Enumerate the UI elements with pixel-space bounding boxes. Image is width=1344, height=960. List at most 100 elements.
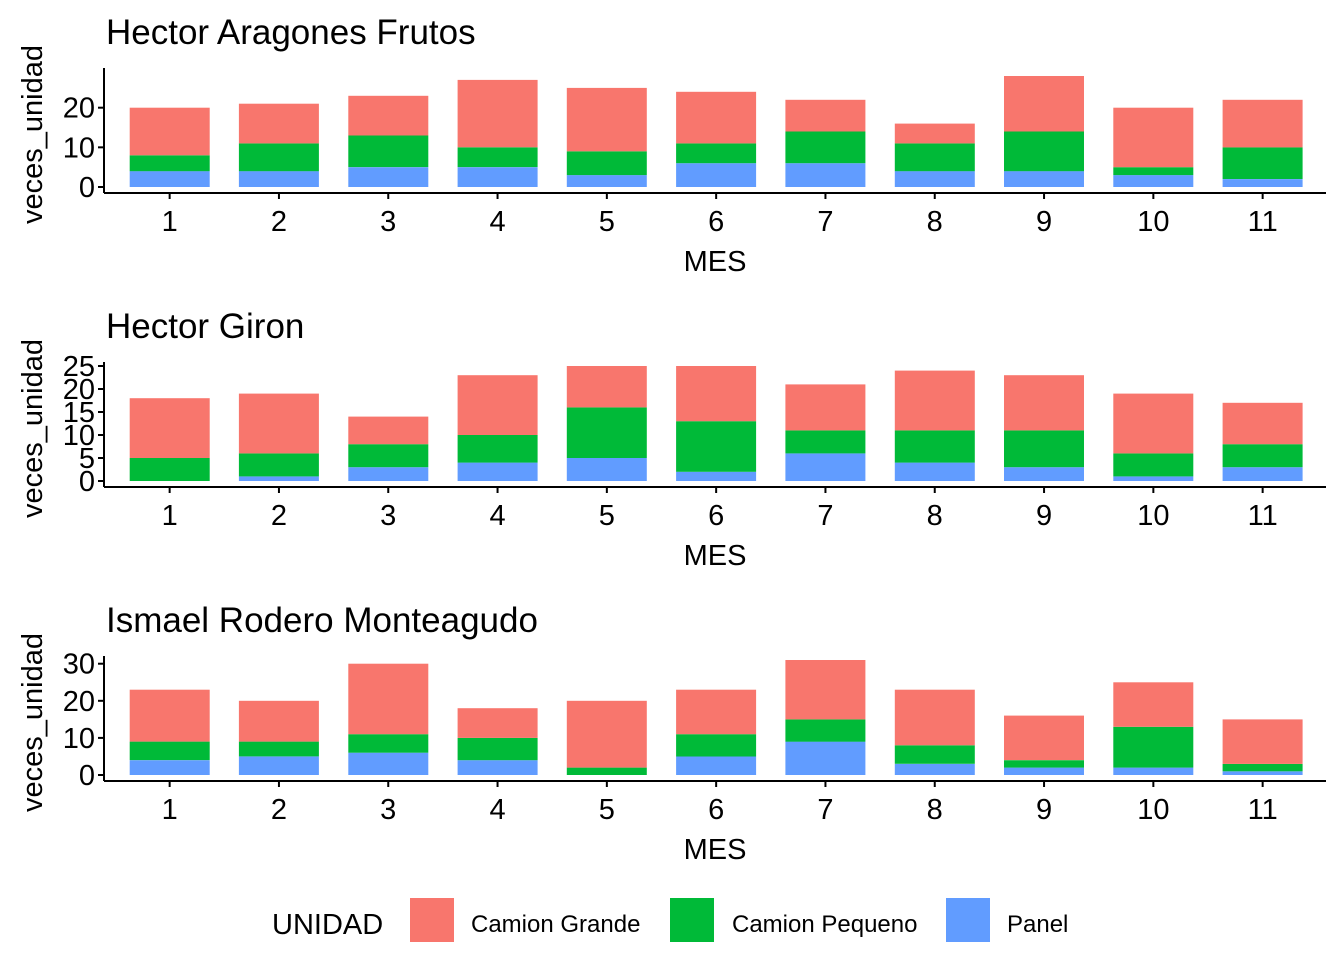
- bar-camion-grande-mes-5: [566, 700, 647, 768]
- bar-camion-pequeno-mes-1: [129, 458, 210, 481]
- bar-camion-pequeno-mes-4: [457, 435, 538, 463]
- bar-camion-pequeno-mes-8: [894, 430, 975, 463]
- bar-panel-mes-4: [457, 760, 538, 775]
- y-tick-label: 0: [79, 466, 95, 498]
- bar-panel-mes-4: [457, 462, 538, 481]
- x-tick-label: 3: [380, 794, 396, 826]
- x-tick-label: 2: [271, 500, 287, 532]
- bar-camion-grande-mes-2: [238, 393, 319, 454]
- y-tick-label: 25: [63, 351, 95, 383]
- panel-ismael-rodero-monteagudo: Ismael Rodero Monteagudo 0 10 20 30 1 2 3 4 5 6 7 8 9…: [17, 601, 1326, 866]
- y-tick-label: 30: [63, 649, 95, 681]
- bar-camion-pequeno-mes-2: [238, 143, 319, 172]
- x-tick-label: 8: [927, 500, 943, 532]
- bar-panel-mes-8: [894, 462, 975, 481]
- x-tick-label: 2: [271, 794, 287, 826]
- bar-camion-grande-mes-11: [1222, 99, 1303, 148]
- legend-label-camion-grande: Camion Grande: [471, 911, 640, 938]
- bar-camion-grande-mes-7: [785, 99, 866, 132]
- x-tick-label: 4: [489, 794, 505, 826]
- bar-panel-mes-9: [1004, 467, 1084, 481]
- bar-camion-pequeno-mes-10: [1113, 726, 1194, 768]
- bar-panel-mes-7: [785, 163, 866, 187]
- legend-label-camion-pequeno: Camion Pequeno: [732, 911, 917, 938]
- bar-camion-pequeno-mes-7: [785, 131, 866, 164]
- bar-camion-grande-mes-4: [457, 375, 538, 435]
- x-tick-label: 8: [927, 206, 943, 238]
- bar-camion-grande-mes-10: [1113, 107, 1194, 168]
- bar-camion-grande-mes-3: [348, 95, 429, 136]
- bar-camion-grande-mes-9: [1004, 715, 1084, 761]
- y-tick-label: 20: [63, 374, 95, 406]
- x-tick-label: 6: [708, 500, 724, 532]
- legend-swatch-camion-pequeno: [670, 898, 714, 942]
- x-tick-label: 11: [1248, 206, 1278, 238]
- panel-title: Hector Aragones Frutos: [106, 13, 476, 52]
- x-tick-label: 1: [162, 500, 178, 532]
- bar-camion-grande-mes-8: [894, 689, 975, 746]
- bar-camion-pequeno-mes-5: [566, 407, 647, 458]
- bar-camion-pequeno-mes-9: [1004, 430, 1084, 468]
- bar-camion-grande-mes-9: [1004, 76, 1084, 132]
- bar-camion-pequeno-mes-6: [676, 734, 757, 757]
- bar-camion-grande-mes-8: [894, 370, 975, 431]
- bar-camion-pequeno-mes-7: [785, 719, 866, 742]
- bar-panel-mes-10: [1113, 767, 1194, 775]
- bar-panel-mes-4: [457, 167, 538, 187]
- x-tick-label: 1: [162, 794, 178, 826]
- y-tick-label: 0: [79, 172, 95, 204]
- bar-camion-pequeno-mes-11: [1222, 147, 1303, 179]
- bar-panel-mes-10: [1113, 476, 1194, 481]
- y-axis-title: veces_unidad: [17, 339, 49, 518]
- bar-camion-pequeno-mes-3: [348, 135, 429, 168]
- bar-camion-grande-mes-3: [348, 663, 429, 735]
- x-tick-label: 10: [1137, 794, 1169, 826]
- bar-panel-mes-6: [676, 756, 757, 775]
- bar-camion-pequeno-mes-2: [238, 453, 319, 477]
- bar-camion-pequeno-mes-5: [566, 151, 647, 176]
- x-tick-label: 2: [271, 206, 287, 238]
- x-axis-title: MES: [684, 834, 747, 866]
- bar-camion-grande-mes-6: [676, 689, 757, 735]
- bar-camion-grande-mes-2: [238, 103, 319, 144]
- bar-camion-grande-mes-6: [676, 366, 757, 422]
- legend-label-panel: Panel: [1007, 911, 1068, 938]
- bar-panel-mes-2: [238, 756, 319, 775]
- x-tick-label: 9: [1036, 794, 1052, 826]
- legend-swatch-panel: [946, 898, 990, 942]
- bar-camion-grande-mes-4: [457, 708, 538, 738]
- bar-panel-mes-8: [894, 763, 975, 775]
- y-tick-label: 20: [63, 93, 95, 125]
- bar-camion-grande-mes-5: [566, 366, 647, 408]
- bar-camion-grande-mes-1: [129, 107, 210, 156]
- bar-camion-grande-mes-5: [566, 87, 647, 152]
- bar-panel-mes-9: [1004, 171, 1084, 187]
- x-tick-label: 3: [380, 206, 396, 238]
- x-tick-label: 7: [817, 500, 833, 532]
- bar-camion-pequeno-mes-10: [1113, 453, 1194, 477]
- y-axis-title: veces_unidad: [17, 45, 49, 224]
- bar-camion-pequeno-mes-3: [348, 734, 429, 753]
- y-tick-label: 10: [63, 723, 95, 755]
- bar-panel-mes-5: [566, 458, 647, 481]
- bar-camion-grande-mes-1: [129, 689, 210, 742]
- bar-panel-mes-11: [1222, 771, 1303, 775]
- x-tick-label: 8: [927, 794, 943, 826]
- bar-camion-pequeno-mes-11: [1222, 444, 1303, 468]
- x-tick-label: 10: [1137, 500, 1169, 532]
- bar-camion-grande-mes-7: [785, 660, 866, 720]
- x-tick-label: 9: [1036, 500, 1052, 532]
- x-tick-label: 9: [1036, 206, 1052, 238]
- bar-camion-pequeno-mes-1: [129, 155, 210, 172]
- bar-panel-mes-7: [785, 741, 866, 775]
- bar-panel-mes-1: [129, 760, 210, 775]
- x-tick-label: 1: [162, 206, 178, 238]
- bar-camion-pequeno-mes-3: [348, 444, 429, 468]
- y-tick-label: 20: [63, 686, 95, 718]
- y-tick-label: 15: [63, 397, 95, 429]
- x-tick-label: 6: [708, 794, 724, 826]
- bar-camion-pequeno-mes-9: [1004, 760, 1084, 768]
- bar-camion-pequeno-mes-4: [457, 737, 538, 761]
